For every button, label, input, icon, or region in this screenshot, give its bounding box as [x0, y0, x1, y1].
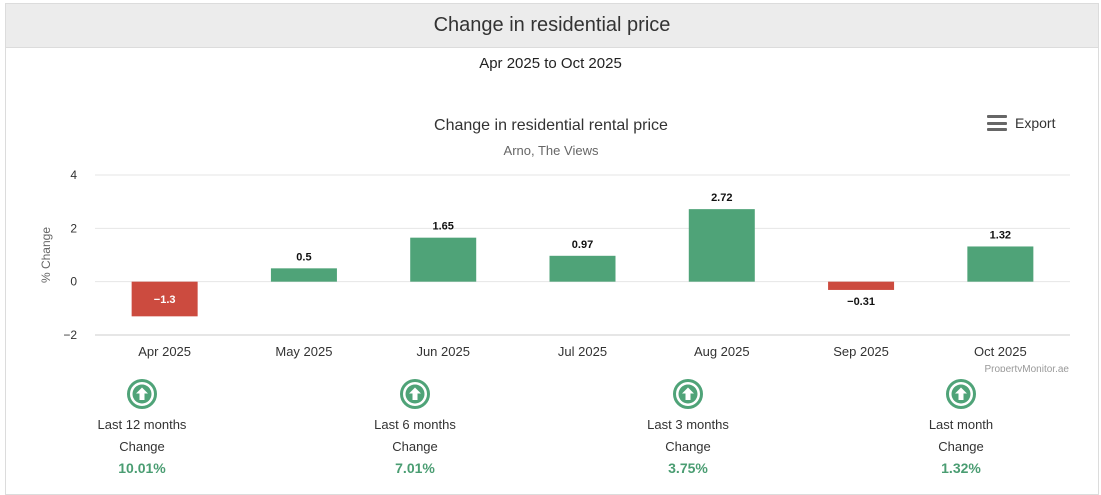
date-range: Apr 2025 to Oct 2025 — [479, 55, 622, 72]
x-tick-label: Oct 2025 — [974, 344, 1027, 359]
panel-header: Change in residential price — [6, 4, 1098, 48]
chart-title: Change in residential rental price — [434, 117, 668, 134]
chart-credit: PropertyMonitor.ae — [985, 364, 1070, 372]
arrow-up-circle-icon — [127, 379, 157, 409]
data-label: 2.72 — [711, 192, 732, 204]
data-label: 0.5 — [296, 251, 311, 263]
bar-may-2025 — [270, 268, 337, 282]
chart-subtitle: Arno, The Views — [504, 143, 599, 158]
data-label: 1.65 — [433, 221, 454, 233]
y-tick-label: 2 — [70, 221, 77, 235]
stat-change-label: Change — [938, 439, 984, 454]
stat-last-6-months: Last 6 months Change 7.01% — [325, 377, 505, 476]
y-tick-label: 0 — [70, 275, 77, 289]
stat-period: Last 3 months — [647, 417, 729, 432]
y-tick-label: −2 — [63, 328, 77, 342]
x-tick-label: Aug 2025 — [694, 344, 750, 359]
stat-change-label: Change — [665, 439, 711, 454]
x-tick-label: Apr 2025 — [138, 344, 191, 359]
bar-jun-2025 — [410, 237, 477, 282]
menu-icon — [987, 115, 1007, 131]
x-tick-label: Jul 2025 — [558, 344, 607, 359]
bar-apr-2025 — [131, 281, 198, 317]
arrow-up-circle-icon — [400, 379, 430, 409]
arrow-up-circle-icon — [673, 379, 703, 409]
x-tick-label: May 2025 — [275, 344, 332, 359]
stat-last-12-months: Last 12 months Change 10.01% — [52, 377, 232, 476]
stat-value: 1.32% — [941, 460, 981, 476]
stat-value: 3.75% — [668, 460, 708, 476]
stat-period: Last month — [928, 417, 994, 432]
stat-change-label: Change — [119, 439, 165, 454]
data-label: −0.31 — [847, 296, 875, 308]
y-axis-title: % Change — [39, 227, 53, 283]
bar-jul-2025 — [549, 255, 616, 282]
data-label: 1.32 — [990, 229, 1011, 241]
export-label: Export — [1015, 115, 1056, 131]
stat-change-label: Change — [392, 439, 438, 454]
bar-aug-2025 — [688, 209, 755, 282]
stat-period: Last 6 months — [374, 417, 456, 432]
arrow-up-circle-icon — [946, 379, 976, 409]
stat-last-month: Last month Change 1.32% — [871, 377, 1051, 476]
x-tick-label: Sep 2025 — [833, 344, 889, 359]
stat-period: Last 12 months — [97, 417, 187, 432]
bar-oct-2025 — [967, 246, 1034, 282]
panel-title: Change in residential price — [433, 14, 671, 36]
bar-chart: Change in residential rental price Arno, … — [39, 117, 1070, 372]
y-tick-label: 4 — [70, 168, 77, 182]
chart-panel: Change in residential price — [5, 3, 1099, 495]
stat-last-3-months: Last 3 months Change 3.75% — [598, 377, 778, 476]
bar-sep-2025 — [828, 281, 895, 290]
stat-value: 10.01% — [118, 460, 166, 476]
stats-row: Last 12 months Change 10.01% Last 6 mont… — [0, 377, 1101, 493]
stat-value: 7.01% — [395, 460, 435, 476]
data-label: −1.3 — [154, 294, 176, 306]
x-tick-label: Jun 2025 — [416, 344, 470, 359]
export-button[interactable]: Export — [987, 115, 1055, 131]
data-label: 0.97 — [572, 239, 593, 251]
